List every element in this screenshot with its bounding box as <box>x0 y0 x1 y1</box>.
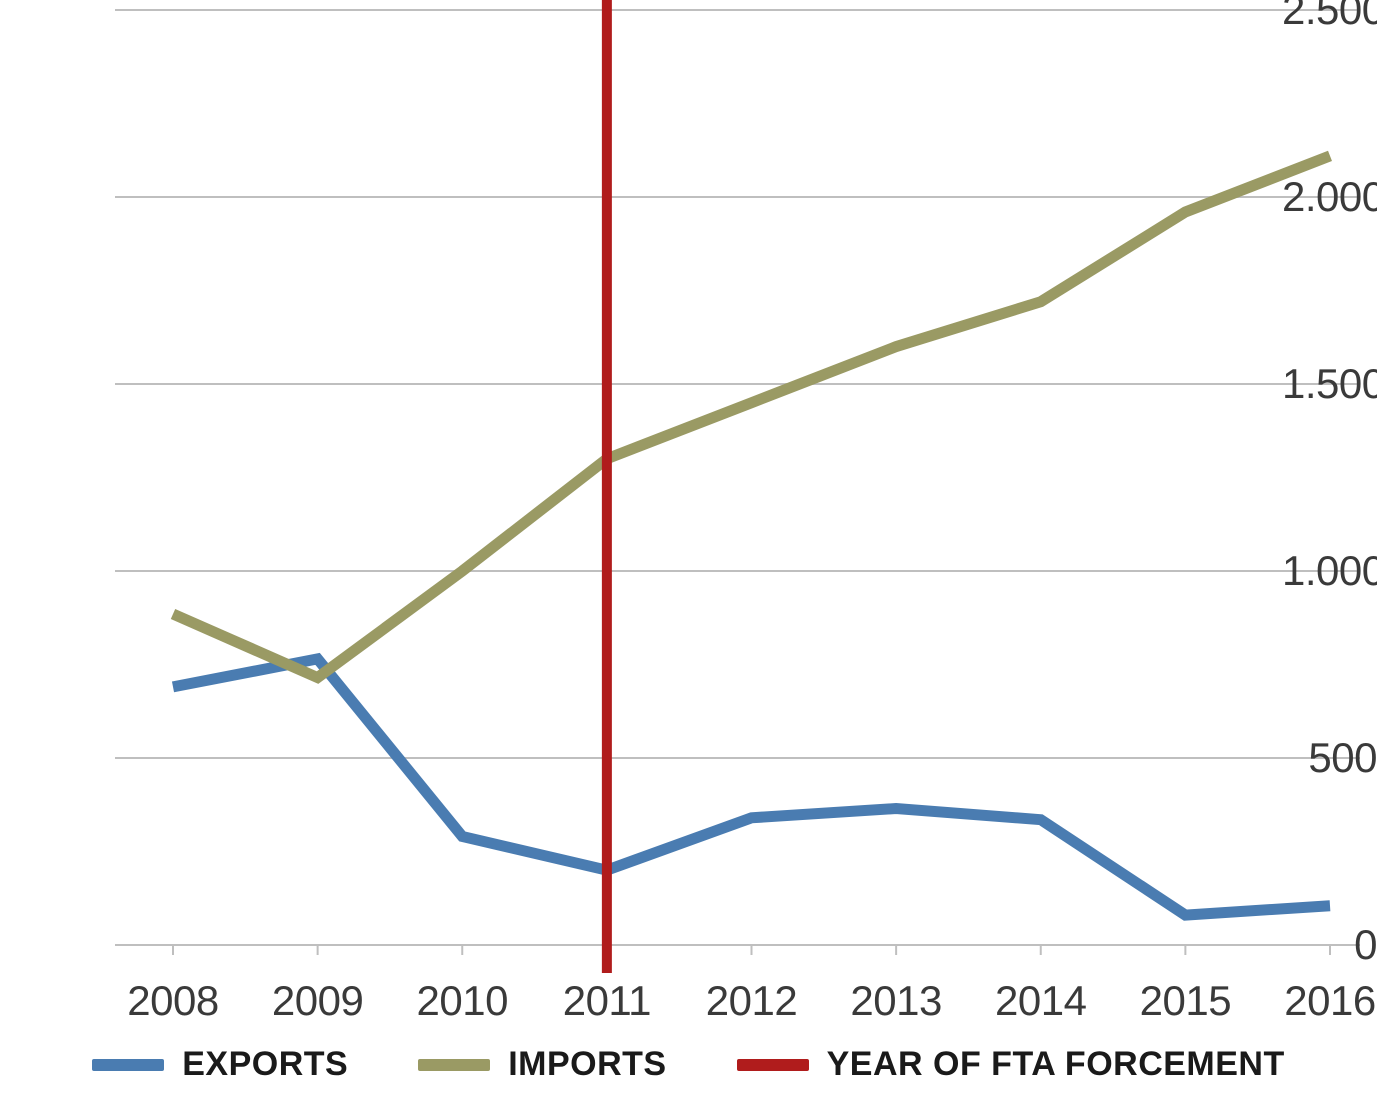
legend-swatch <box>92 1059 164 1071</box>
x-tick-label: 2010 <box>417 977 508 1025</box>
chart-svg <box>0 0 1377 1107</box>
legend-label: IMPORTS <box>508 1045 666 1084</box>
legend-item: IMPORTS <box>418 1045 666 1084</box>
legend-item: EXPORTS <box>92 1045 348 1084</box>
legend-label: EXPORTS <box>182 1045 348 1084</box>
x-tick-label: 2015 <box>1140 977 1231 1025</box>
x-tick-label: 2013 <box>850 977 941 1025</box>
y-tick-label: 1.000 <box>1282 547 1377 595</box>
y-tick-label: 0 <box>1282 921 1377 969</box>
x-tick-label: 2011 <box>563 977 651 1025</box>
legend-item: YEAR OF FTA FORCEMENT <box>737 1045 1285 1084</box>
chart-legend: EXPORTS IMPORTS YEAR OF FTA FORCEMENT <box>0 1045 1377 1084</box>
y-tick-label: 500 <box>1282 734 1377 782</box>
y-tick-label: 2.000 <box>1282 173 1377 221</box>
legend-swatch <box>418 1059 490 1071</box>
legend-swatch <box>737 1059 809 1071</box>
legend-label: YEAR OF FTA FORCEMENT <box>827 1045 1285 1084</box>
y-tick-label: 1.500 <box>1282 360 1377 408</box>
x-tick-label: 2008 <box>127 977 218 1025</box>
x-tick-label: 2009 <box>272 977 363 1025</box>
x-tick-label: 2016 <box>1284 977 1375 1025</box>
x-tick-label: 2014 <box>995 977 1086 1025</box>
x-tick-label: 2012 <box>706 977 797 1025</box>
trade-chart: 0 500 1.000 1.500 2.000 2.500 2008 2009 2010 201… <box>0 0 1377 1107</box>
y-tick-label: 2.500 <box>1282 0 1377 34</box>
